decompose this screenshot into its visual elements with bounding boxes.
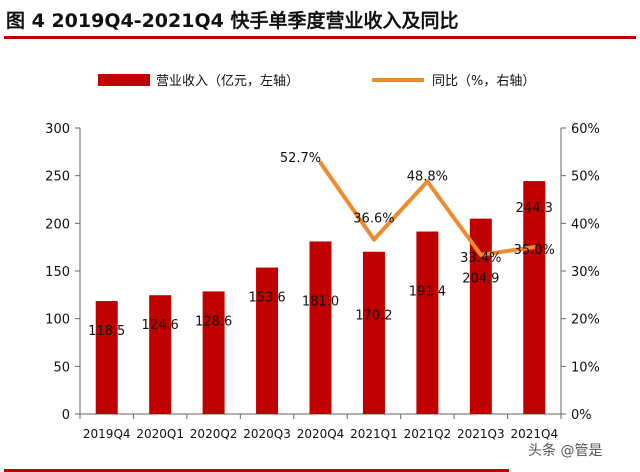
legend-bar-label: 营业收入（亿元，左轴） xyxy=(156,74,299,89)
bar xyxy=(202,291,225,414)
bar xyxy=(469,218,492,414)
right-tick-label: 50% xyxy=(571,170,600,185)
watermark: 头条 @管是 xyxy=(528,443,603,459)
left-tick-label: 100 xyxy=(45,313,70,328)
line-point xyxy=(532,245,537,250)
left-tick-label: 200 xyxy=(45,217,70,232)
right-tick-label: 10% xyxy=(571,360,600,375)
line-data-label: 52.7% xyxy=(280,151,321,166)
bar-data-label: 181.0 xyxy=(302,294,339,309)
bar-data-label: 204.9 xyxy=(462,272,499,287)
bar xyxy=(309,241,332,414)
x-tick-label: 2020Q2 xyxy=(190,427,238,441)
right-tick-label: 0% xyxy=(571,408,592,423)
bar xyxy=(95,301,118,414)
legend-line-label: 同比（%，右轴） xyxy=(432,74,535,89)
right-tick-label: 30% xyxy=(571,265,600,280)
x-tick-label: 2021Q1 xyxy=(350,427,398,441)
bar-data-label: 191.4 xyxy=(409,285,446,300)
bar-data-label: 153.6 xyxy=(248,291,285,306)
bar-data-label: 170.2 xyxy=(355,309,392,324)
line-data-label: 35.0% xyxy=(514,243,555,258)
bottom-divider xyxy=(4,469,509,472)
left-tick-label: 50 xyxy=(53,360,70,375)
x-tick-label: 2020Q1 xyxy=(136,427,184,441)
left-tick-label: 300 xyxy=(45,122,70,137)
bar-data-label: 124.6 xyxy=(142,318,179,333)
line-data-label: 36.6% xyxy=(353,212,394,227)
x-tick-label: 2020Q3 xyxy=(243,427,291,441)
line-point xyxy=(425,179,430,184)
bar xyxy=(256,267,279,414)
x-tick-label: 2021Q4 xyxy=(510,427,558,441)
line-data-label: 33.4% xyxy=(460,251,501,266)
bar xyxy=(149,295,172,414)
left-tick-label: 0 xyxy=(62,408,70,423)
line-point xyxy=(371,237,376,242)
legend-bar-swatch xyxy=(98,74,150,86)
chart-title: 图 4 2019Q4-2021Q4 快手单季度营业收入及同比 xyxy=(6,10,459,32)
bar-data-label: 128.6 xyxy=(195,314,232,329)
bar-data-label: 118.5 xyxy=(88,324,125,339)
x-tick-label: 2020Q4 xyxy=(297,427,345,441)
right-tick-label: 40% xyxy=(571,217,600,232)
bar xyxy=(523,181,546,414)
line-point xyxy=(318,160,323,165)
x-tick-label: 2021Q2 xyxy=(404,427,452,441)
right-tick-label: 60% xyxy=(571,122,600,137)
bar xyxy=(362,251,385,414)
right-tick-label: 20% xyxy=(571,313,600,328)
title-divider xyxy=(4,36,636,39)
left-tick-label: 250 xyxy=(45,170,70,185)
line-data-label: 48.8% xyxy=(407,169,448,184)
left-tick-label: 150 xyxy=(45,265,70,280)
bar-data-label: 244.3 xyxy=(516,201,553,216)
x-tick-label: 2019Q4 xyxy=(83,427,131,441)
line-point xyxy=(478,252,483,257)
bar xyxy=(416,231,439,414)
x-tick-label: 2021Q3 xyxy=(457,427,505,441)
